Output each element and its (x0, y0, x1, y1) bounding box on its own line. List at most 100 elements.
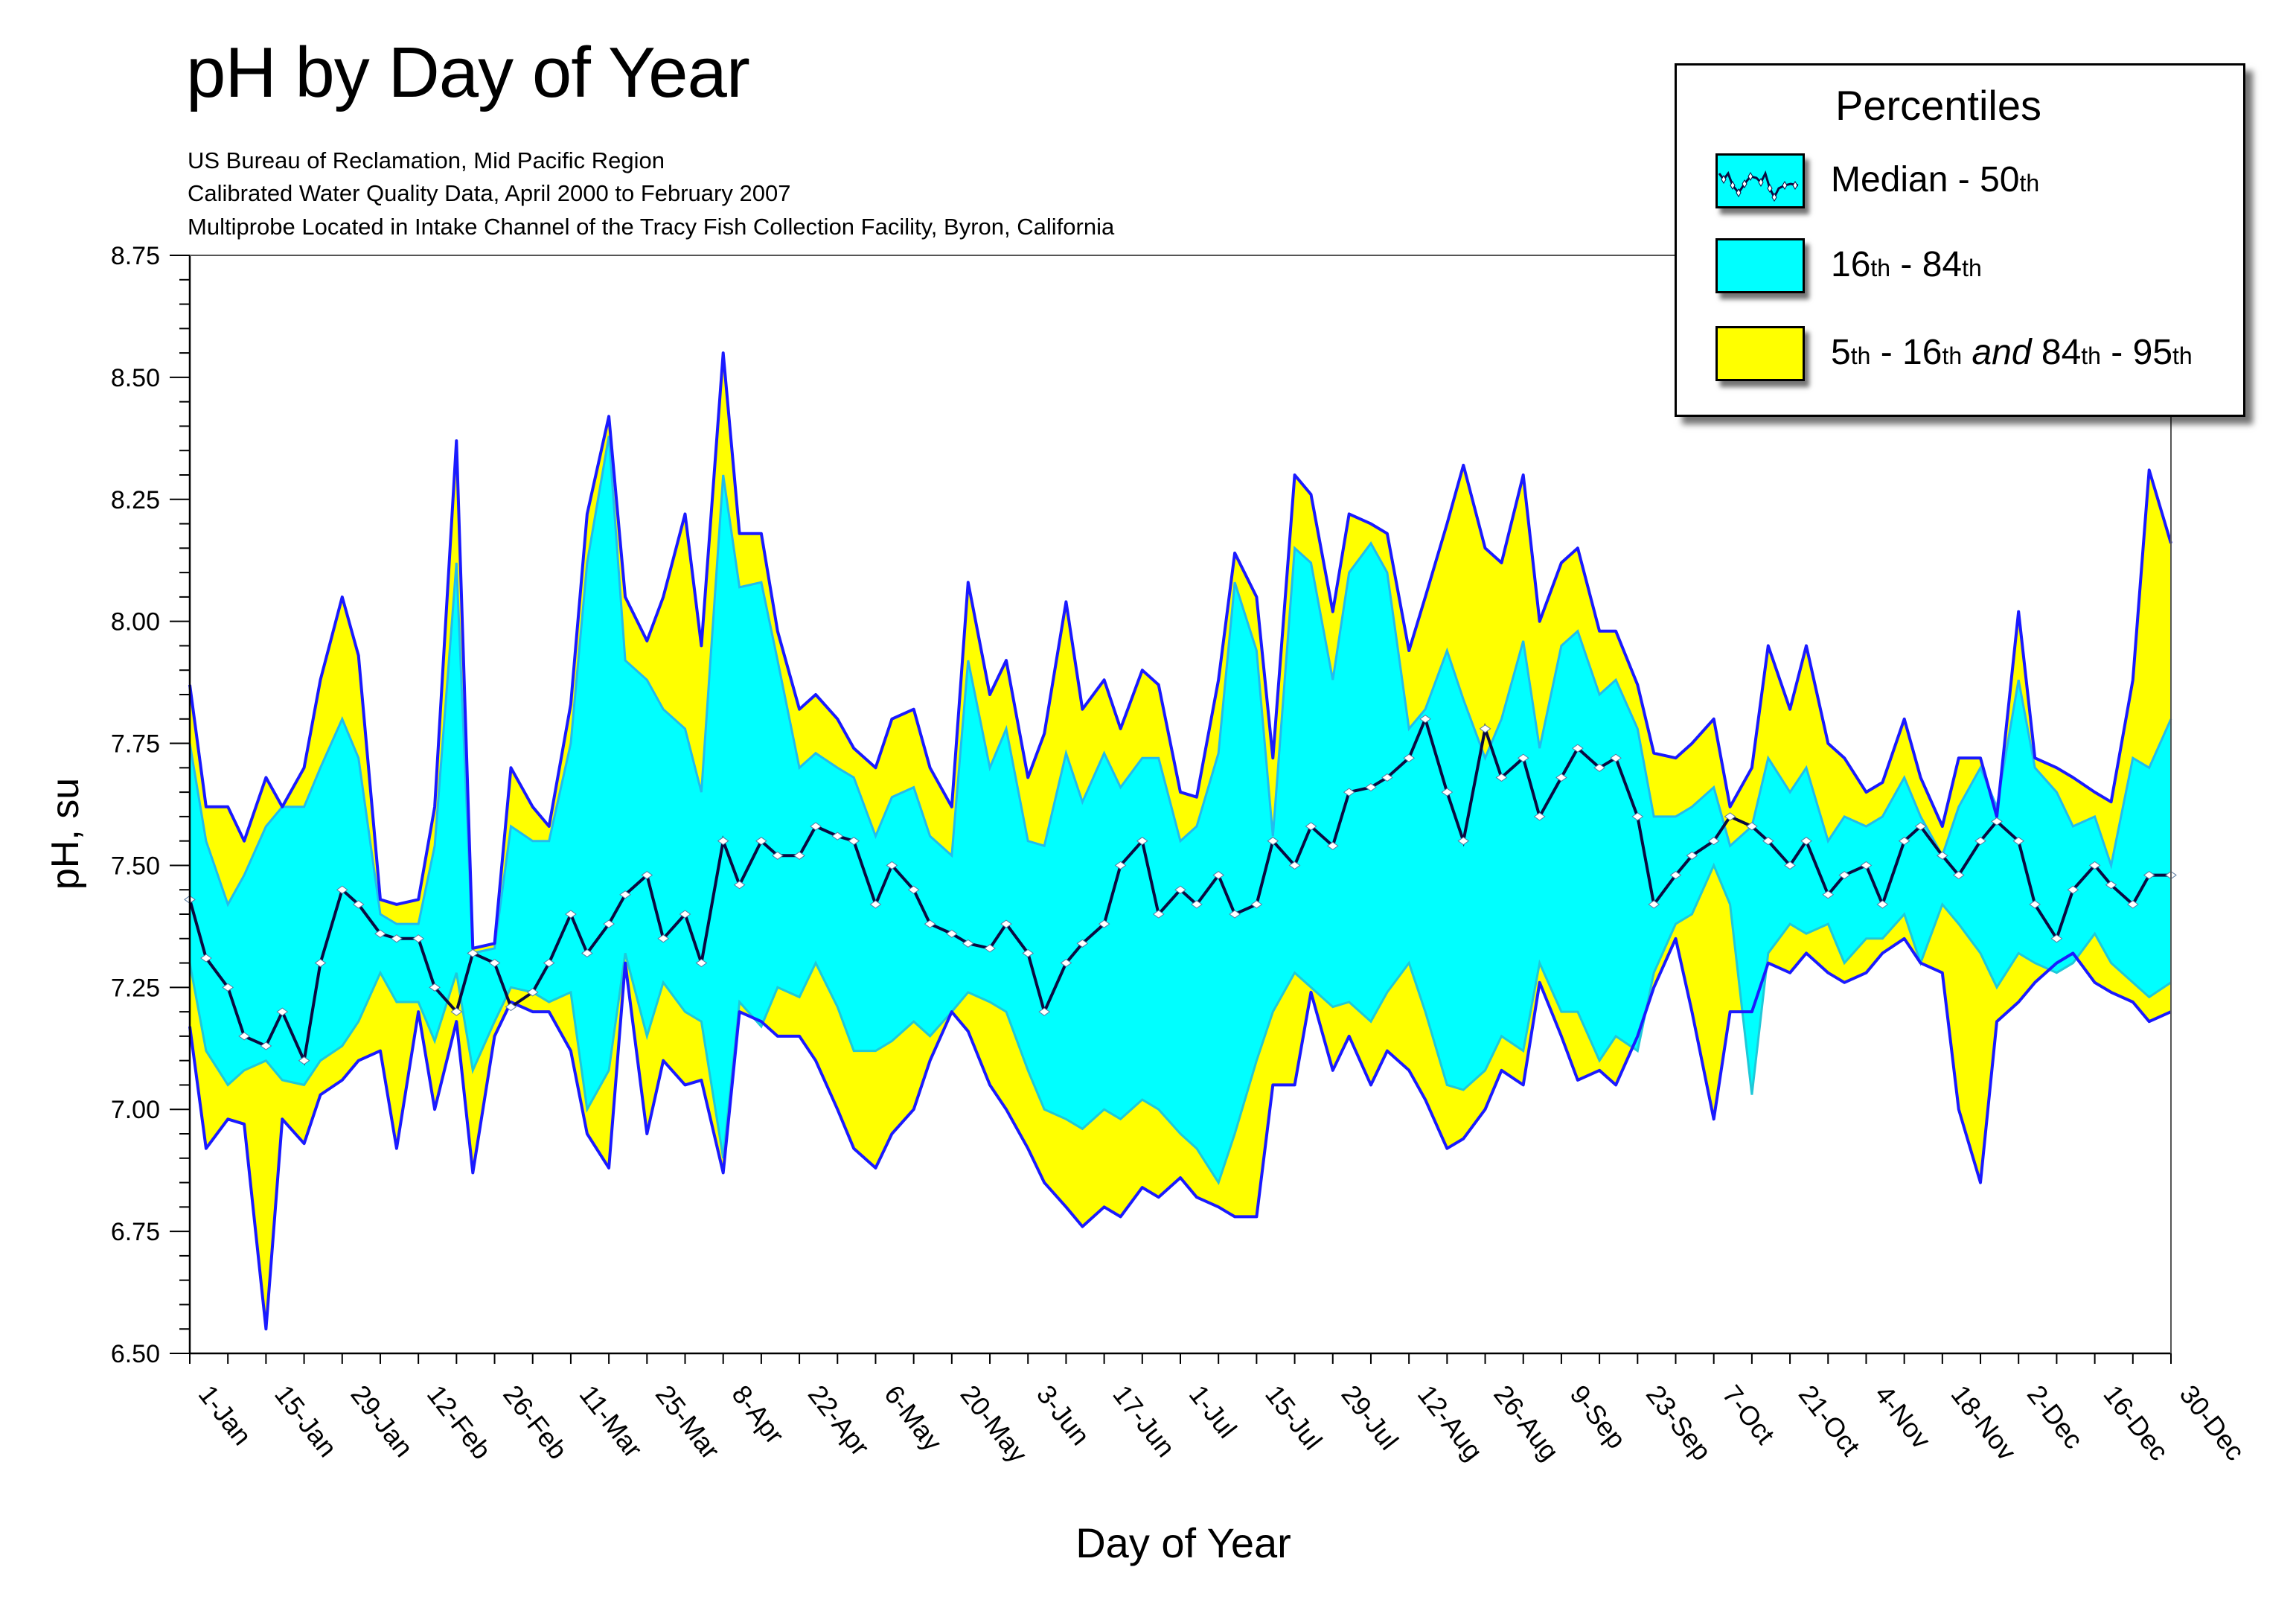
legend-label-16-84: 16th - 84th (1831, 245, 1982, 284)
y-axis-label: pH, su (44, 777, 87, 890)
median-marker (260, 1041, 272, 1050)
x-tick-label: 17-Jun (1107, 1379, 1181, 1463)
median-marker (1457, 837, 1470, 846)
median-marker (945, 929, 958, 938)
median-marker (298, 1056, 310, 1065)
median-marker (641, 870, 653, 880)
median-marker (429, 983, 441, 992)
x-tick-label: 25-Mar (650, 1379, 726, 1465)
median-marker (450, 1007, 463, 1016)
median-marker (619, 890, 631, 899)
y-tick-label: 7.25 (111, 974, 160, 1002)
median-marker (1250, 900, 1263, 909)
median-marker (657, 934, 670, 943)
median-marker (1822, 890, 1835, 899)
median-marker (810, 822, 822, 831)
median-marker (2088, 861, 2101, 870)
median-marker (695, 958, 708, 968)
median-marker (1648, 900, 1660, 909)
median-marker (1746, 822, 1758, 831)
x-axis-label: Day of Year (1075, 1519, 1291, 1566)
median-marker (1876, 900, 1889, 909)
median-marker (1098, 919, 1110, 928)
median-marker (200, 954, 212, 963)
median-marker (1381, 773, 1393, 782)
median-marker (1838, 870, 1851, 880)
median-marker (2029, 900, 2041, 909)
median-marker (1114, 861, 1127, 870)
median-marker (412, 934, 425, 943)
median-marker (1343, 788, 1355, 797)
subtitle-data-range: Calibrated Water Quality Data, April 200… (188, 180, 791, 206)
median-marker (1724, 812, 1736, 821)
x-tick-label: 12-Aug (1412, 1379, 1489, 1467)
median-marker (391, 934, 403, 943)
median-marker (1152, 910, 1165, 919)
x-tick-label: 4-Nov (1869, 1379, 1937, 1455)
median-marker (1495, 773, 1508, 782)
x-tick-label: 6-May (878, 1379, 948, 1457)
median-marker (1191, 900, 1203, 909)
median-marker (1022, 948, 1035, 958)
median-marker (581, 948, 593, 958)
line-95th (188, 351, 2172, 950)
median-marker (1076, 939, 1089, 948)
median-marker (869, 900, 882, 909)
legend-title: Percentiles (1835, 82, 2042, 129)
median-series (184, 714, 2177, 1066)
median-marker (276, 1007, 289, 1016)
median-marker (1403, 753, 1416, 762)
x-tick-label: 21-Oct (1793, 1379, 1867, 1461)
y-tick-label: 6.50 (111, 1340, 160, 1368)
subtitle-location: Multiprobe Located in Intake Channel of … (188, 214, 1115, 240)
median-marker (733, 881, 746, 890)
median-marker (1060, 958, 1072, 968)
y-tick-label: 7.50 (111, 852, 160, 880)
line-5th (188, 937, 2172, 1331)
median-marker (467, 948, 479, 958)
median-marker (603, 919, 615, 928)
median-marker (1974, 837, 1986, 846)
median-marker (679, 910, 691, 919)
median-marker (2012, 837, 2025, 846)
subtitle-agency: US Bureau of Reclamation, Mid Pacific Re… (188, 147, 665, 173)
median-marker (1038, 1007, 1051, 1016)
median-marker (924, 919, 936, 928)
y-tick-label: 8.75 (111, 242, 160, 270)
median-marker (771, 851, 784, 860)
median-marker (1686, 851, 1698, 860)
legend-swatch-median (1715, 153, 1805, 208)
x-tick-label: 1-Jan (193, 1379, 258, 1451)
legend: Percentiles Median - 50th 16th - 84th 5t… (1675, 63, 2245, 417)
x-tick-label: 12-Feb (421, 1379, 498, 1465)
median-marker (793, 851, 805, 860)
line-84th (188, 436, 2172, 955)
median-marker (314, 958, 327, 968)
median-marker (984, 944, 996, 953)
legend-item-5-95: 5th - 16th and 84th - 95th (1715, 326, 2236, 386)
median-marker (1267, 837, 1279, 846)
median-marker (1631, 812, 1644, 821)
median-marker (1784, 861, 1796, 870)
x-tick-label: 3-Jun (1031, 1379, 1096, 1451)
y-tick-label: 7.75 (111, 730, 160, 759)
legend-label-median: Median - 50th (1831, 160, 2040, 200)
x-tick-label: 15-Jul (1259, 1379, 1328, 1456)
x-tick-label: 29-Jul (1335, 1379, 1404, 1456)
median-marker (1952, 870, 1965, 880)
median-marker (755, 837, 767, 846)
x-tick-label: 30-Dec (2174, 1379, 2251, 1467)
median-marker (886, 861, 898, 870)
median-marker (1326, 841, 1339, 850)
median-marker (222, 983, 234, 992)
x-tick-label: 26-Aug (1488, 1379, 1565, 1467)
median-marker (1593, 763, 1605, 772)
y-tick-label: 8.25 (111, 486, 160, 514)
line-16th (188, 862, 2172, 1186)
band-16th-84th (190, 436, 2171, 1183)
legend-swatch-yellow (1715, 326, 1805, 381)
plot-lines (188, 351, 2172, 1331)
y-tick-label: 7.00 (111, 1096, 160, 1124)
median-marker (1914, 822, 1927, 831)
median-marker (1229, 910, 1241, 919)
